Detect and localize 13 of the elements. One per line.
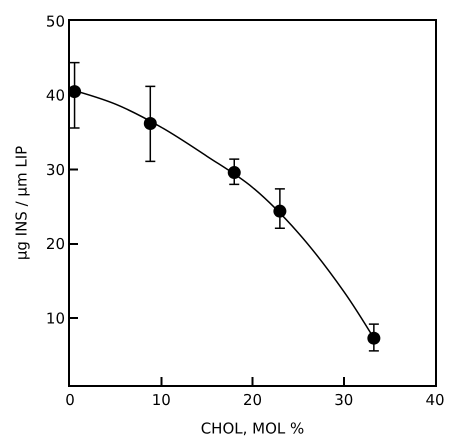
x-tick-label: 40 bbox=[425, 391, 445, 409]
y-tick-label: 30 bbox=[46, 160, 65, 179]
x-tick-label: 20 bbox=[242, 391, 262, 409]
x-tick-label: 30 bbox=[334, 391, 354, 409]
y-axis-title: μg INS / μm LIP bbox=[12, 146, 31, 260]
x-tick-label: 10 bbox=[152, 391, 171, 409]
y-tick-label: 20 bbox=[46, 235, 65, 254]
point bbox=[367, 332, 380, 345]
x-tick-label: 0 bbox=[65, 391, 75, 409]
x-axis-title: CHOL, MOL % bbox=[200, 420, 304, 438]
y-tick-label: 50 bbox=[46, 12, 65, 30]
y-tick-label: 10 bbox=[46, 309, 65, 328]
y-tick-label: 40 bbox=[46, 86, 65, 105]
